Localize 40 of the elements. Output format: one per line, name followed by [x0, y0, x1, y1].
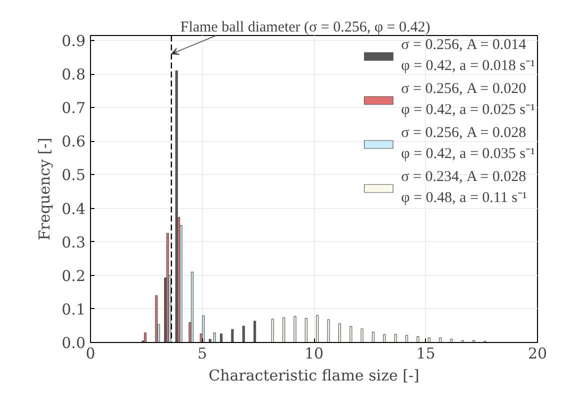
bar: [175, 70, 178, 342]
bar: [327, 319, 330, 342]
bar: [338, 323, 342, 342]
bar: [231, 329, 234, 342]
bar: [294, 316, 296, 342]
x-tick-label: 10: [304, 344, 324, 362]
y-tick-label: 0.4: [62, 200, 86, 218]
bar: [271, 318, 274, 342]
bar: [253, 320, 256, 342]
bar: [304, 318, 308, 342]
x-tick-label: 20: [528, 344, 548, 362]
x-tick-label: 0: [86, 344, 96, 362]
y-tick-label: 0.3: [62, 233, 86, 252]
y-tick-label: 0.5: [62, 166, 86, 184]
x-axis-title: Characteristic flame size [-]: [208, 366, 420, 384]
bar: [190, 272, 194, 342]
bar: [144, 332, 147, 342]
bar: [282, 317, 286, 342]
bar: [242, 326, 245, 342]
bar: [416, 336, 420, 342]
y-axis-title: Frequency [-]: [36, 138, 54, 240]
y-tick-label: 0.7: [62, 99, 86, 118]
bar: [394, 334, 397, 342]
y-tick-label: 0.9: [62, 32, 86, 50]
legend-label: σ = 0.234, A = 0.028 φ = 0.48, a = 0.11 s⁻¹: [401, 169, 527, 207]
bar: [450, 338, 453, 342]
bar: [155, 295, 158, 342]
bar: [383, 334, 386, 342]
y-tick-label: 0.1: [62, 300, 86, 318]
bar: [350, 326, 352, 342]
x-tick-label: 5: [197, 344, 208, 362]
bar: [372, 332, 375, 342]
bar: [220, 333, 223, 342]
x-tick-label: 15: [416, 344, 436, 362]
y-tick-label: 0.6: [62, 132, 86, 151]
y-tick-label: 0.8: [62, 66, 86, 84]
y-tick-label: 0.0: [62, 334, 86, 352]
y-tick-label: 0.2: [62, 266, 86, 285]
bar: [360, 328, 364, 342]
annotation: Flame ball diameter (σ = 0.256, φ = 0.42): [180, 20, 430, 36]
